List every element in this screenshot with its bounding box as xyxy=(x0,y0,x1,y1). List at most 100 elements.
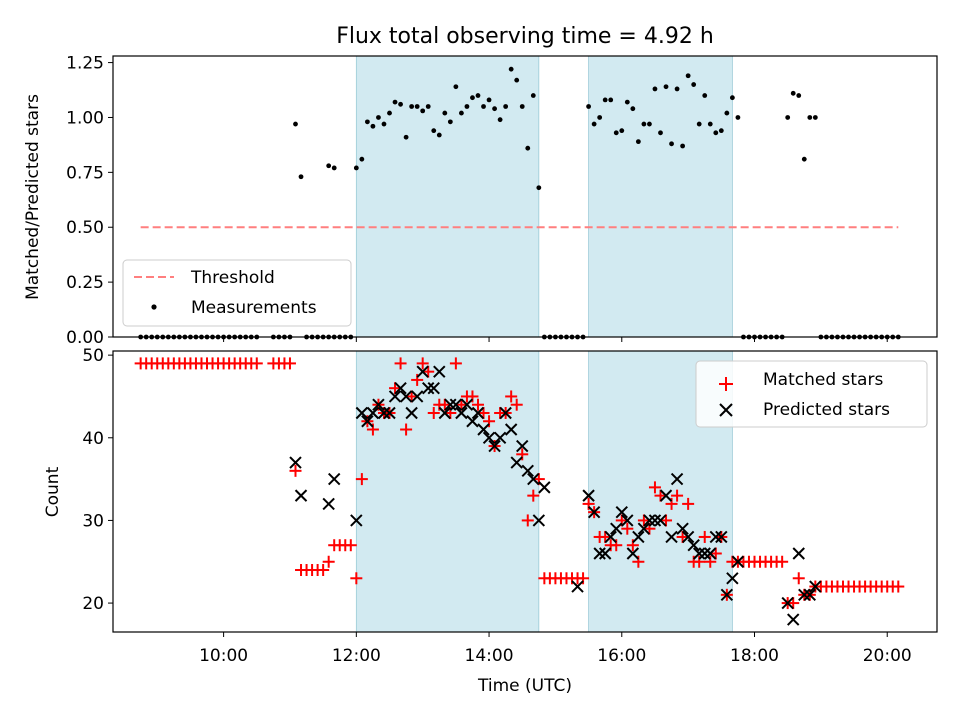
measurement-point xyxy=(453,84,459,90)
measurement-point xyxy=(293,121,298,127)
bottom-panel: 20 30 40 50 10:00 12:00 14:00 16:00 18:00 20:00 C… xyxy=(43,346,938,666)
matched-star-point xyxy=(787,597,800,610)
measurement-point xyxy=(801,156,807,162)
matched-star-point xyxy=(682,497,695,510)
y-tick-label: 20 xyxy=(82,594,104,614)
predicted-star-point xyxy=(405,406,418,420)
matched-star-point xyxy=(455,398,468,411)
matched-star-point xyxy=(654,489,667,502)
measurement-point xyxy=(685,73,691,79)
matched-star-point xyxy=(660,514,673,527)
predicted-star-point xyxy=(460,398,474,411)
predicted-star-point xyxy=(377,406,391,420)
measurement-point xyxy=(387,110,392,116)
matched-star-point xyxy=(317,564,330,577)
predicted-star-point xyxy=(593,547,606,560)
predicted-star-point xyxy=(726,572,739,585)
predicted-star-point xyxy=(571,580,584,593)
matched-star-point xyxy=(676,530,689,543)
measurement-point xyxy=(658,130,663,136)
matched-star-point xyxy=(510,398,523,411)
measurement-point xyxy=(530,93,536,98)
x-tick-label: 20:00 xyxy=(863,646,912,666)
predicted-star-point xyxy=(527,472,540,486)
predicted-star-point xyxy=(521,464,534,478)
measurement-point xyxy=(459,110,464,116)
matched-star-point xyxy=(405,390,418,403)
measurement-point xyxy=(497,117,503,123)
measurement-point xyxy=(475,93,481,98)
measurement-point xyxy=(481,104,486,109)
measurement-point xyxy=(326,163,332,169)
measurement-point xyxy=(680,143,686,149)
matched-star-point xyxy=(599,530,612,543)
matched-star-point xyxy=(471,398,484,411)
matched-star-point xyxy=(621,522,634,535)
predicted-star-point xyxy=(709,530,722,544)
y-tick-label: 0.25 xyxy=(66,273,104,293)
measurement-point xyxy=(514,77,520,83)
matched-star-point xyxy=(394,357,407,370)
measurement-point xyxy=(635,139,641,145)
matched-star-point xyxy=(709,547,722,560)
predicted-star-point xyxy=(731,555,745,568)
measurement-point xyxy=(624,99,630,105)
predicted-star-point xyxy=(388,390,402,403)
measurement-point xyxy=(431,128,437,134)
top-y-axis-label: Matched/Predicted stars xyxy=(23,94,43,300)
measurement-point xyxy=(729,95,735,101)
predicted-star-point xyxy=(687,539,700,552)
predicted-star-point xyxy=(510,456,523,469)
y-tick-label: 1.25 xyxy=(66,54,104,74)
bottom-y-axis-label: Count xyxy=(43,466,63,517)
top-legend: Threshold Measurements xyxy=(122,259,352,327)
measurement-point xyxy=(376,115,381,120)
measurement-point xyxy=(420,108,426,114)
predicted-star-point xyxy=(643,514,656,527)
legend-threshold-label: Threshold xyxy=(190,268,275,288)
measurement-point xyxy=(403,134,409,140)
matched-star-point xyxy=(355,473,368,486)
measurement-point xyxy=(425,104,431,109)
measurement-point xyxy=(663,84,669,90)
predicted-star-point xyxy=(366,406,380,420)
predicted-star-point xyxy=(704,547,717,560)
predicted-star-point xyxy=(355,406,369,420)
measurement-point xyxy=(298,174,304,180)
measurement-point xyxy=(702,93,708,98)
measurement-point xyxy=(414,104,420,109)
predicted-star-point xyxy=(372,398,385,411)
x-tick-label: 10:00 xyxy=(199,646,248,666)
measurement-point xyxy=(503,104,509,109)
predicted-star-point xyxy=(416,365,429,378)
predicted-star-point xyxy=(399,390,413,403)
predicted-star-point xyxy=(798,588,811,602)
matched-star-point xyxy=(350,572,363,585)
y-tick-label: 50 xyxy=(82,346,104,366)
matched-star-point xyxy=(400,423,413,436)
measurement-point xyxy=(669,141,674,147)
predicted-star-point xyxy=(538,481,551,494)
top-panel: 0.00 0.25 0.50 0.75 1.00 1.25 Matched/Predict… xyxy=(23,54,938,348)
matched-star-point xyxy=(698,530,711,543)
measurement-point xyxy=(442,110,448,116)
predicted-star-point xyxy=(504,423,518,436)
predicted-star-point xyxy=(604,530,617,544)
measurement-point xyxy=(536,185,542,191)
measurement-point xyxy=(492,106,497,112)
matched-star-point xyxy=(527,489,540,502)
legend-predicted-label: Predicted stars xyxy=(763,400,890,420)
legend-measurements-label: Measurements xyxy=(191,298,317,318)
predicted-star-point xyxy=(670,472,684,486)
predicted-star-point xyxy=(289,456,302,469)
predicted-star-point xyxy=(698,547,711,560)
predicted-star-point xyxy=(720,588,734,602)
matched-star-point xyxy=(477,406,490,419)
predicted-star-point xyxy=(587,505,601,519)
matched-star-point xyxy=(344,539,357,552)
matched-star-point xyxy=(322,555,335,568)
predicted-star-point xyxy=(482,431,496,444)
predicted-star-point xyxy=(394,381,407,395)
predicted-star-point xyxy=(477,423,490,436)
measurement-point xyxy=(353,165,359,171)
